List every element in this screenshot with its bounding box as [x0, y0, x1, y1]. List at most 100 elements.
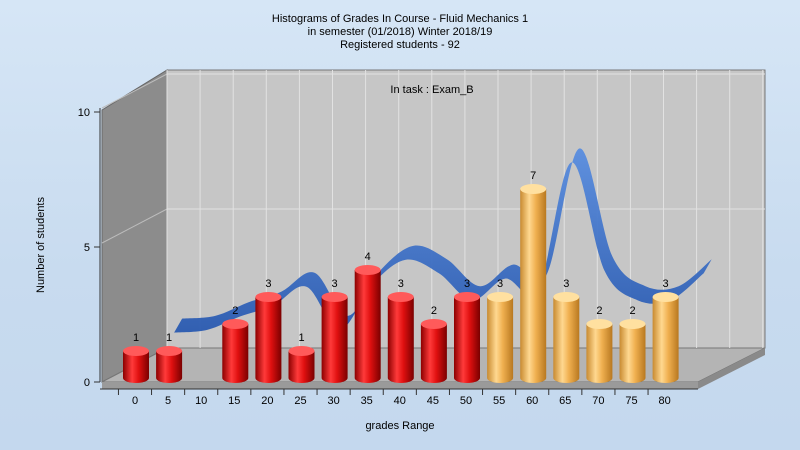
y-axis-title: Number of students: [35, 197, 47, 293]
bar-body: [553, 297, 580, 383]
bar-body: [619, 324, 646, 383]
bar: 1: [288, 332, 315, 383]
bar-cap: [454, 292, 480, 302]
bar-value-label: 1: [133, 332, 139, 344]
x-tick-label: 20: [261, 395, 273, 407]
bar-body: [420, 324, 447, 383]
bar-body: [321, 297, 348, 383]
bar-body: [487, 297, 514, 383]
chart-title-line-2: in semester (01/2018) Winter 2018/19: [308, 26, 493, 38]
bar-value-label: 3: [265, 278, 271, 290]
bar-value-label: 1: [298, 332, 304, 344]
bar-value-label: 7: [530, 170, 536, 182]
x-tick-label: 65: [559, 395, 571, 407]
bar-body: [387, 297, 414, 383]
bar-body: [354, 270, 381, 383]
trend-ribbon: [174, 148, 712, 333]
x-tick-label: 55: [493, 395, 505, 407]
bar-cap: [123, 346, 149, 356]
x-tick-label: 5: [165, 395, 171, 407]
bar-body: [520, 189, 547, 383]
bar-body: [255, 297, 282, 383]
x-tick-label: 50: [460, 395, 472, 407]
chart-title-line-3: Registered students - 92: [340, 39, 460, 51]
bar-cap: [487, 292, 514, 302]
bar-cap: [387, 292, 414, 302]
bar-value-label: 3: [398, 278, 404, 290]
bar-body: [288, 351, 315, 383]
bar: 7: [520, 170, 547, 383]
x-tick-label: 15: [228, 395, 240, 407]
bar-cap: [586, 319, 613, 329]
bar: 3: [387, 278, 414, 383]
bar-cap: [321, 292, 348, 302]
bar-value-label: 3: [663, 278, 669, 290]
bars-group: 1 1 2 3 1 3 4 3 2 3 3 7 3 2 2 3: [123, 170, 679, 383]
bar: 3: [454, 278, 480, 383]
bar: 4: [354, 251, 381, 383]
y-tick-label: 0: [84, 377, 90, 389]
bar: 2: [222, 305, 249, 383]
floor-side-edge: [698, 348, 765, 389]
chart-title-line-1: Histograms of Grades In Course - Fluid M…: [272, 13, 528, 25]
bar: 3: [652, 278, 679, 383]
bar-body: [586, 324, 613, 383]
x-tick-label: 60: [526, 395, 538, 407]
bar-value-label: 3: [332, 278, 338, 290]
bar: 3: [553, 278, 580, 383]
bar-body: [652, 297, 679, 383]
bar-body: [156, 351, 183, 383]
x-tick-label: 80: [658, 395, 670, 407]
bar-cap: [288, 346, 315, 356]
bar: 1: [156, 332, 183, 383]
bar-cap: [520, 184, 547, 194]
bar-cap: [619, 319, 646, 329]
bar-body: [123, 351, 149, 383]
x-ticks: 0 5 10 15 20 25 30 35 40 45 50 55 60 65 70 75 80: [117, 389, 671, 407]
x-tick-label: 45: [427, 395, 439, 407]
y-tick-label: 10: [78, 107, 90, 119]
grid-line-side: [101, 208, 168, 244]
bar-value-label: 3: [464, 278, 470, 290]
x-tick-label: 40: [394, 395, 406, 407]
task-annotation: In task : Exam_B: [390, 84, 473, 96]
bar-cap: [354, 265, 381, 275]
y-ticks: 0 5 10: [78, 107, 100, 389]
x-tick-label: 0: [132, 395, 138, 407]
x-tick-label: 10: [195, 395, 207, 407]
bar: 1: [123, 332, 149, 383]
bar-value-label: 4: [365, 251, 371, 263]
bar-cap: [420, 319, 447, 329]
bar-cap: [156, 346, 183, 356]
bar: 3: [321, 278, 348, 383]
bar-cap: [652, 292, 679, 302]
bar-value-label: 3: [563, 278, 569, 290]
x-tick-label: 30: [327, 395, 339, 407]
bar-value-label: 2: [232, 305, 238, 317]
bar: 2: [619, 305, 646, 383]
bar-value-label: 2: [596, 305, 602, 317]
bar-body: [454, 297, 480, 383]
y-tick-label: 5: [84, 242, 90, 254]
x-tick-label: 70: [592, 395, 604, 407]
bar: 2: [586, 305, 613, 383]
grid-line-side: [101, 73, 168, 109]
bar-value-label: 3: [497, 278, 503, 290]
x-axis-title: grades Range: [365, 420, 434, 432]
bar-value-label: 2: [431, 305, 437, 317]
x-tick-label: 35: [361, 395, 373, 407]
floor-front-edge: [102, 382, 698, 389]
bar-body: [222, 324, 249, 383]
bar-cap: [553, 292, 580, 302]
bar-cap: [255, 292, 282, 302]
bar-cap: [222, 319, 249, 329]
bar: 3: [255, 278, 282, 383]
x-tick-label: 25: [294, 395, 306, 407]
bar-value-label: 2: [629, 305, 635, 317]
x-tick-label: 75: [625, 395, 637, 407]
bar-value-label: 1: [166, 332, 172, 344]
bar: 2: [420, 305, 447, 383]
bar: 3: [487, 278, 514, 383]
